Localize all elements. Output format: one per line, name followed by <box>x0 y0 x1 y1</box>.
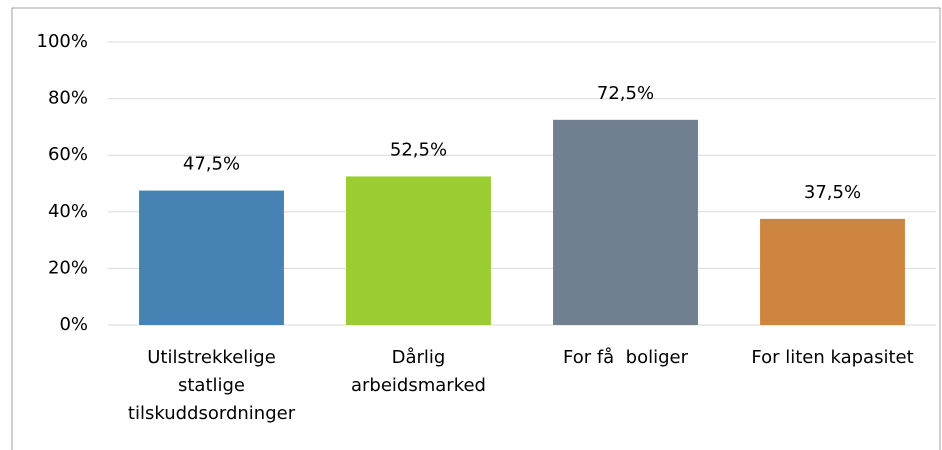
bar <box>139 190 284 325</box>
x-tick-label: For få boliger <box>563 347 689 368</box>
y-tick-label: 80% <box>48 88 88 109</box>
x-tick-label: Utilstrekkelige <box>147 347 276 368</box>
y-tick-label: 20% <box>48 257 88 278</box>
x-tick-label: For liten kapasitet <box>751 347 913 368</box>
y-tick-label: 0% <box>59 314 88 335</box>
y-tick-label: 60% <box>48 144 88 165</box>
value-label: 47,5% <box>183 154 240 175</box>
chart-frame <box>11 7 941 450</box>
x-tick-label: arbeidsmarked <box>351 375 486 396</box>
bar <box>760 218 905 325</box>
x-tick-label: Dårlig <box>392 347 446 368</box>
x-tick-label: tilskuddsordninger <box>128 403 296 424</box>
bar <box>553 119 698 325</box>
bar <box>346 176 491 325</box>
value-label: 37,5% <box>804 182 861 203</box>
y-tick-label: 100% <box>37 31 88 52</box>
value-label: 72,5% <box>597 83 654 104</box>
value-label: 52,5% <box>390 139 447 160</box>
y-tick-label: 40% <box>48 201 88 222</box>
x-tick-label: statlige <box>178 375 245 396</box>
